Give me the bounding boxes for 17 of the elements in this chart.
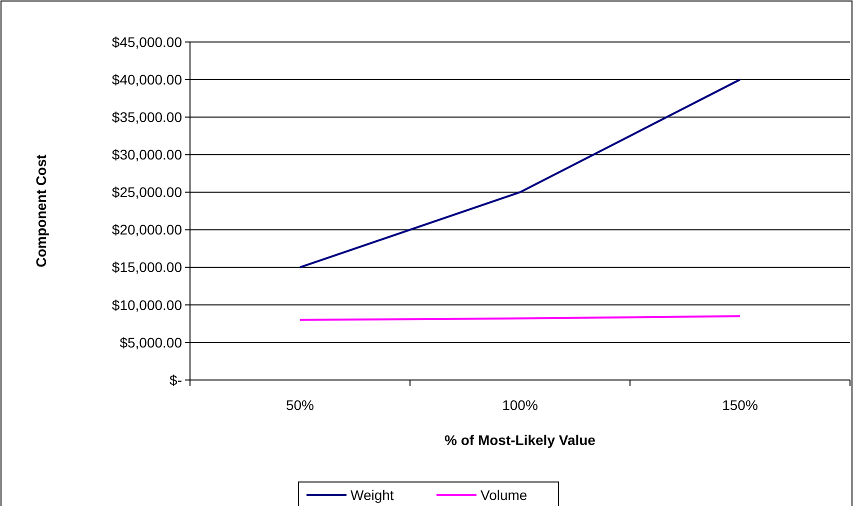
y-tick-label: $35,000.00 — [112, 109, 182, 126]
y-tick-label: $30,000.00 — [112, 146, 182, 163]
legend-label: Volume — [480, 486, 528, 503]
x-tick-label: 100% — [502, 397, 538, 413]
x-axis-title: % of Most-Likely Value — [444, 432, 596, 448]
y-tick-label: $45,000.00 — [112, 34, 182, 50]
y-tick-label: $10,000.00 — [112, 296, 182, 313]
y-tick-label: $- — [170, 372, 182, 388]
legend-label: Weight — [350, 486, 394, 503]
y-tick-label: $5,000.00 — [120, 334, 182, 350]
y-tick-label: $25,000.00 — [112, 184, 182, 200]
x-tick-label: 150% — [722, 397, 758, 413]
x-tick-label: 50% — [286, 397, 314, 413]
y-tick-label: $20,000.00 — [112, 222, 182, 238]
y-tick-label: $15,000.00 — [112, 259, 182, 276]
y-tick-label: $40,000.00 — [112, 71, 182, 88]
y-axis-title: Component Cost — [33, 154, 49, 268]
